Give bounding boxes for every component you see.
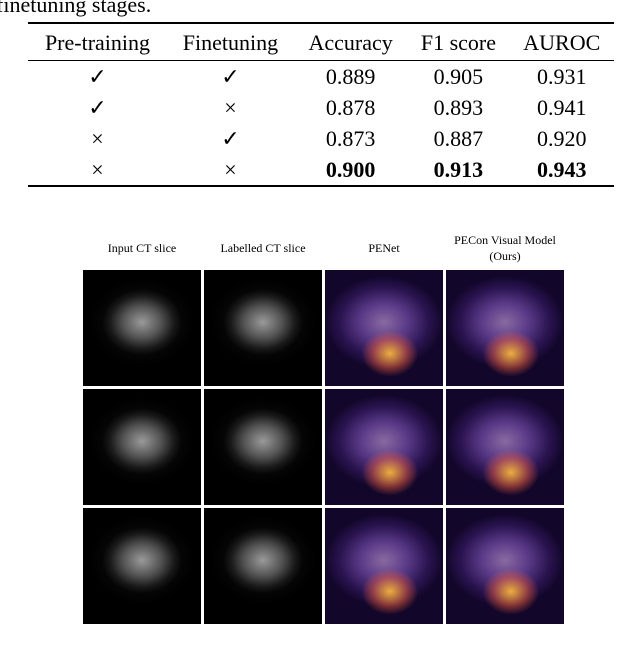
- heatmap-image: [325, 508, 443, 624]
- table-cell: 0.931: [537, 63, 587, 89]
- header-row: Pre-training Finetuning Accuracy F1 score AU…: [28, 22, 614, 61]
- table-row: × ✓ 0.873 0.887 0.920: [28, 123, 614, 154]
- column-header: AUROC: [509, 22, 614, 61]
- table-cell: ×: [91, 125, 104, 151]
- table-cell: 0.887: [433, 125, 484, 151]
- table-row: ✓ ✓ 0.889 0.905 0.931: [28, 61, 614, 93]
- table-cell: ✓: [88, 63, 107, 89]
- table-cell: 0.905: [433, 63, 484, 89]
- table-cell: 0.920: [537, 125, 587, 151]
- heatmap-image: [325, 389, 443, 505]
- table-row: × × 0.900 0.913 0.943: [28, 154, 614, 187]
- heatmap-image: [446, 508, 564, 624]
- table-cell: 0.889: [325, 63, 376, 89]
- ct-image: [83, 389, 201, 505]
- caption-fragment: finetuning stages.: [0, 0, 152, 17]
- table-cell: ×: [166, 154, 294, 187]
- table-cell: 0.941: [537, 94, 587, 120]
- table-cell: ✓: [221, 125, 240, 151]
- column-header: Pre-training: [28, 22, 167, 61]
- column-label: PENet: [368, 241, 400, 255]
- table-cell: 0.893: [433, 94, 484, 120]
- table-cell: 0.913: [407, 154, 510, 187]
- table-cell: ✓: [88, 94, 107, 120]
- column-header: Accuracy: [293, 22, 408, 61]
- ct-image: [83, 508, 201, 624]
- heatmap-image: [325, 270, 443, 386]
- ct-image: [204, 508, 322, 624]
- column-header: Finetuning: [166, 22, 294, 61]
- table-cell: 0.900: [293, 154, 408, 187]
- ct-image: [204, 270, 322, 386]
- ct-image: [204, 389, 322, 505]
- ct-image: [83, 270, 201, 386]
- column-label: Labelled CT slice: [220, 241, 306, 255]
- column-label: PECon Visual Model (Ours): [454, 233, 556, 263]
- table-cell: 0.878: [325, 94, 376, 120]
- table-cell: ✓: [221, 63, 240, 89]
- column-label: Input CT slice: [107, 241, 177, 255]
- heatmap-image: [446, 270, 564, 386]
- table-row: ✓ × 0.878 0.893 0.941: [28, 92, 614, 123]
- table-cell: 0.873: [325, 125, 376, 151]
- table-cell: 0.943: [509, 154, 614, 187]
- results-table: Pre-training Finetuning Accuracy F1 score AU…: [28, 22, 614, 187]
- heatmap-image: [446, 389, 564, 505]
- table-cell: ×: [224, 94, 237, 120]
- table-body: ✓ ✓ 0.889 0.905 0.931 ✓ × 0.878 0.893 0.941 × ✓ 0.87…: [28, 61, 614, 187]
- table-cell: ×: [28, 154, 167, 187]
- column-header: F1 score: [407, 22, 510, 61]
